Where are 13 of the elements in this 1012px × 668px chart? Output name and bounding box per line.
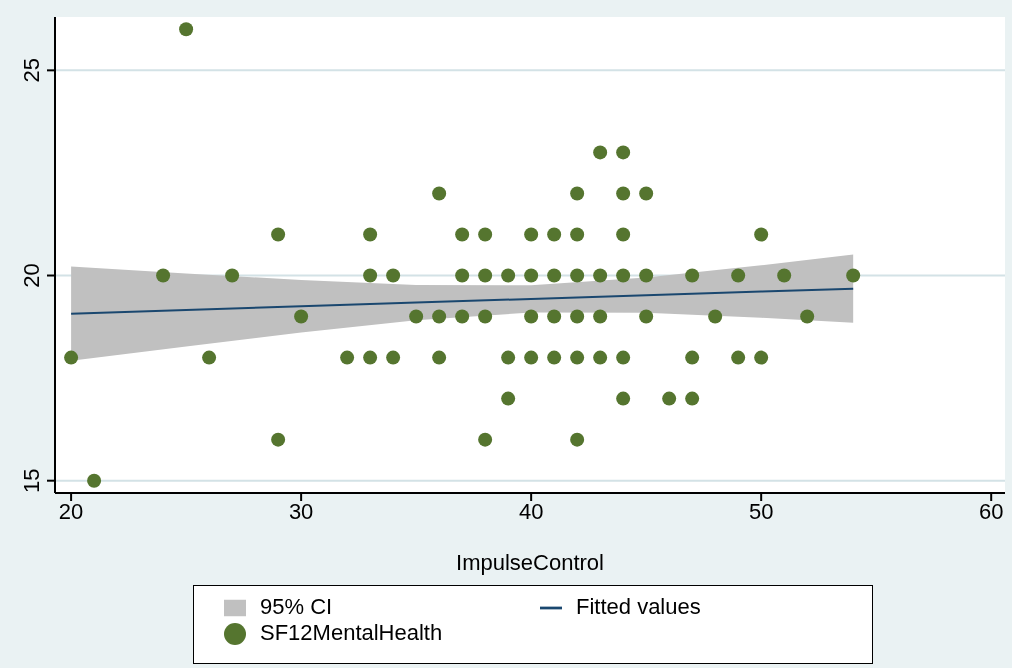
x-tick-label: 50 [748, 498, 774, 524]
x-tick-label: 30 [288, 498, 314, 524]
legend-label: SF12MentalHealth [259, 620, 444, 646]
x-tick-label: 40 [518, 498, 544, 524]
x-tick-label: 20 [58, 498, 84, 524]
line-series [70, 287, 855, 315]
y-tick-label: 20 [19, 263, 44, 288]
text: 95% CI [259, 594, 334, 620]
legend-label: Fitted values [575, 594, 702, 620]
x-axis-title: ImpulseControl [456, 550, 604, 575]
x-tick-label: 60 [978, 498, 1004, 524]
y-tick-label: 15 [19, 468, 44, 493]
y-tick-label: 25 [19, 58, 44, 83]
